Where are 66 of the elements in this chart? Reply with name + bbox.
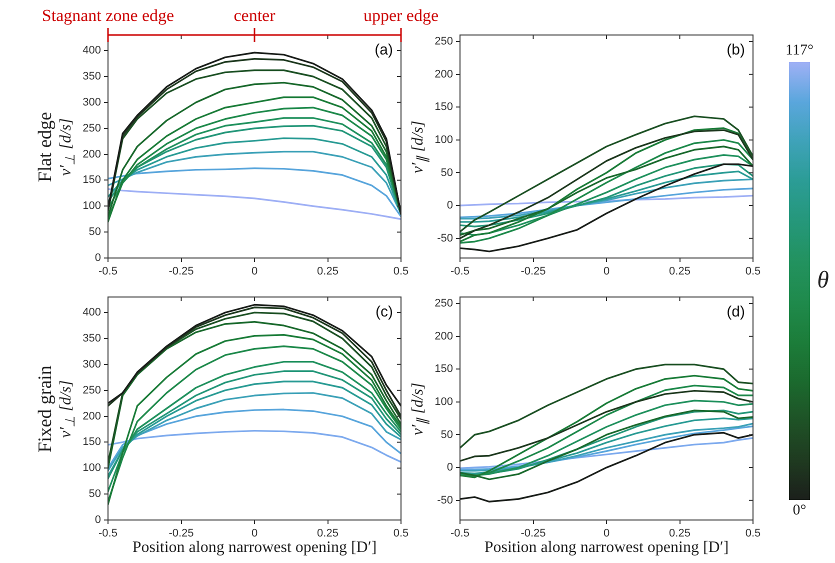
y-tick-label: 100 (82, 200, 101, 212)
annotation: (b) (726, 42, 745, 59)
x-tick-label: 0.25 (317, 266, 338, 278)
y-tick-label: 150 (434, 101, 453, 114)
x-tick-label: -0.25 (520, 266, 546, 278)
y-tick-label: 50 (88, 226, 101, 238)
y-tick-label: 150 (82, 174, 101, 186)
text: 117° (786, 42, 814, 60)
x-axis-title: Position along narrowest opening [D′] (484, 539, 729, 557)
x-tick-label: -0.5 (450, 528, 470, 540)
text: Flat edge (35, 111, 57, 182)
y-tick-label: -50 (437, 232, 453, 244)
y-tick-label: 0 (94, 252, 101, 264)
text: Fixed grain (35, 364, 57, 452)
y-tick-label: 250 (434, 36, 453, 48)
color-bar-title: θ (817, 268, 829, 294)
y-tick-label: 100 (434, 396, 453, 408)
y-tick-label: 300 (82, 358, 101, 370)
x-tick-label: 0 (603, 528, 610, 540)
annotation: (d) (726, 304, 745, 321)
x-tick-label: 0.5 (393, 528, 409, 540)
y-tick-label: 150 (434, 363, 453, 376)
x-tick-label: 0.25 (317, 528, 338, 540)
x-tick-label: 0 (251, 528, 258, 540)
x-axis-title: Position along narrowest opening [D′] (132, 539, 377, 557)
annotation: upper edge (363, 6, 439, 25)
y-tick-label: 50 (440, 166, 453, 179)
annotation: (c) (376, 304, 393, 321)
y-tick-label: 350 (82, 70, 101, 83)
x-tick-label: -0.5 (98, 266, 118, 278)
x-tick-label: -0.5 (450, 266, 470, 278)
text: 0° (792, 502, 806, 520)
x-tick-label: 0.5 (745, 528, 761, 540)
y-tick-label: 200 (434, 68, 453, 80)
y-tick-label: 250 (82, 122, 101, 134)
y-tick-label: 100 (82, 462, 101, 474)
y-tick-label: 200 (82, 410, 101, 422)
y-tick-label: -50 (437, 494, 453, 506)
y-tick-label: 0 (94, 514, 101, 526)
y-tick-label: 250 (434, 298, 453, 310)
x-tick-label: -0.25 (168, 266, 194, 278)
y-tick-label: 400 (82, 306, 101, 319)
x-tick-label: 0 (251, 266, 258, 278)
x-tick-label: 0.25 (669, 528, 690, 540)
y-tick-label: 50 (88, 488, 101, 500)
y-tick-label: 150 (82, 436, 101, 448)
annotation: (a) (374, 42, 393, 59)
annotation: Stagnant zone edge (42, 6, 174, 25)
y-tick-label: 0 (446, 462, 453, 474)
annotation: center (234, 6, 276, 25)
x-tick-label: 0.5 (393, 266, 409, 278)
y-tick-label: 400 (82, 44, 101, 57)
x-tick-label: 0 (603, 266, 610, 278)
y-tick-label: 200 (434, 330, 453, 342)
x-tick-label: 0.5 (745, 266, 761, 278)
x-tick-label: 0.25 (669, 266, 690, 278)
y-tick-label: 50 (440, 428, 453, 441)
y-tick-label: 300 (82, 96, 101, 108)
y-tick-label: 250 (82, 384, 101, 396)
y-tick-label: 350 (82, 332, 101, 345)
y-tick-label: 0 (446, 200, 453, 212)
x-tick-label: -0.25 (520, 528, 546, 540)
x-tick-label: -0.25 (168, 528, 194, 540)
x-tick-label: -0.5 (98, 528, 118, 540)
y-tick-label: 200 (82, 148, 101, 160)
y-tick-label: 100 (434, 134, 453, 146)
